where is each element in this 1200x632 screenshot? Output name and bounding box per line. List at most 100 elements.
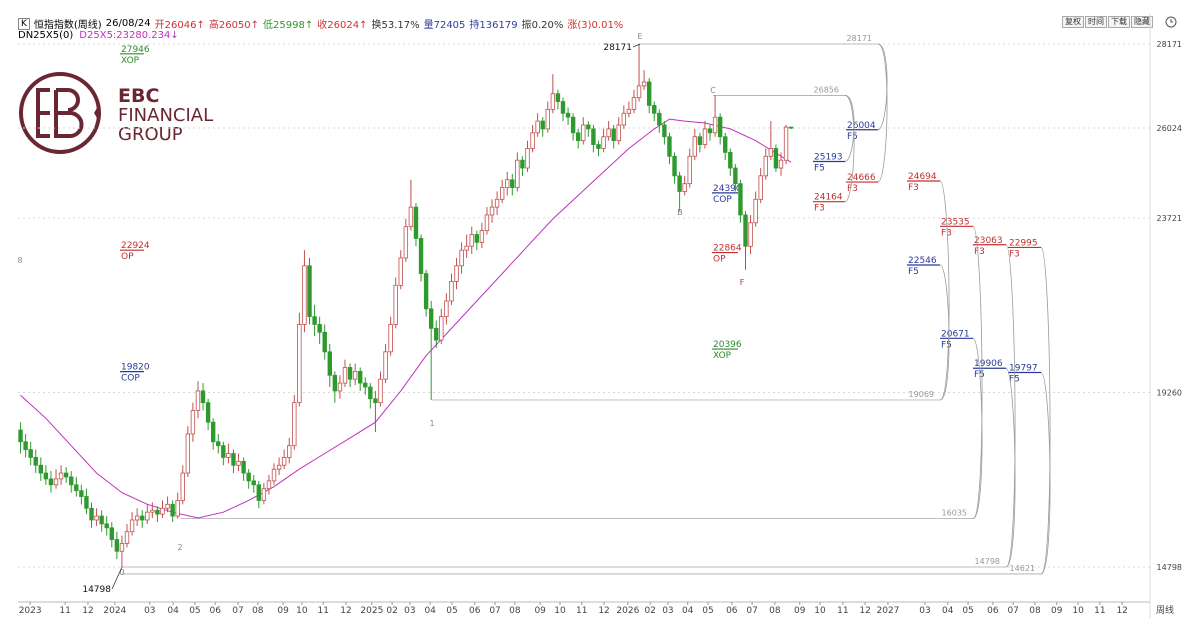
y-tick-label: 19260 [1157,388,1182,397]
x-tick-label: 07 [489,606,500,616]
candle-body [358,370,363,384]
x-tick-label: 12 [859,606,870,616]
y-tick-label: 26024 [1157,124,1182,133]
candle-body [383,351,388,380]
x-tick-label: 09 [534,606,546,616]
logo-diamond [94,108,100,118]
candle-body [221,445,226,458]
x-tick-label: 03 [404,606,415,616]
candle-body [74,484,79,492]
x-tick-label: 2026 [616,606,639,616]
candle-body [287,445,292,458]
toolbar-button[interactable]: 隐藏 [1131,16,1153,28]
candle-body [180,472,185,501]
target-value: 20396 [713,340,742,350]
x-tick-label: 06 [209,606,221,616]
target-value: 20671 [941,329,970,339]
candle-body [560,101,566,114]
x-tick-label: 07 [746,606,757,616]
clock-icon[interactable] [1165,16,1177,28]
candle-body [200,390,206,404]
candle-body [114,539,120,552]
x-tick-label: 11 [1094,606,1105,616]
candle-body [758,175,763,200]
target-value: 19820 [121,363,150,373]
x-tick-label: 2024 [103,606,126,616]
candle-body [601,136,606,149]
target-value: 24390 [713,184,742,194]
target-value: 26004 [847,121,876,131]
target-label: F3 [814,204,825,214]
x-tick-label: 10 [554,606,566,616]
candle-body [555,93,561,102]
toolbar-button[interactable]: 时间 [1085,16,1107,28]
candle-body [251,480,256,486]
candle-body [352,370,358,380]
candle-body [773,148,779,169]
toolbar-button[interactable]: 复权 [1062,16,1084,28]
target-label: F3 [847,184,858,194]
candle-body [150,509,155,513]
target-label: F3 [1009,249,1020,259]
x-tick-label: 04 [682,606,694,616]
target-value: 22546 [908,256,937,266]
x-tick-label: 03 [662,606,673,616]
symbol-box: K [18,17,30,30]
candle-body [428,308,434,329]
candle-body [763,155,768,177]
x-tick-label: 05 [446,606,457,616]
candle-body [347,367,353,380]
candle-body [702,128,708,145]
candle-body [53,478,59,486]
pivot-label: F [740,278,745,287]
x-tick-label: 12 [598,606,609,616]
extreme-label: 28171 [603,43,632,53]
logo-e [36,88,50,138]
x-tick-label: 08 [1029,606,1041,616]
target-value: 24666 [847,173,876,183]
candle-body [246,472,251,482]
pivot-label: 0 [119,568,124,577]
target-label: OP [713,255,726,265]
candle-body [124,531,130,544]
x-tick-label: 10 [296,606,308,616]
quote-item: 换53.17% [371,20,420,31]
candle-body [317,324,322,333]
level-label: 19069 [909,390,934,399]
target-label: F5 [847,132,858,142]
candle-body [662,124,667,138]
candle-body [525,148,530,169]
x-tick-label: 06 [726,606,738,616]
candle-body [550,93,556,110]
candle-body [170,503,175,517]
candle-body [28,449,33,458]
x-tick-label: 04 [424,606,436,616]
candle-body [586,124,591,130]
candle-body [69,476,74,486]
candle-body [489,206,495,216]
candle-body [322,331,327,353]
candle-body [281,457,287,466]
candle-body [236,460,241,466]
x-tick-label: 11 [317,606,328,616]
candle-body [155,509,160,515]
candle-body [499,187,505,200]
target-label: F3 [974,247,985,257]
candle-body [129,519,135,533]
candle-body [89,507,94,521]
candle-body [368,386,373,400]
logo-line1: EBC [118,85,159,107]
candle-body [373,398,378,404]
toolbar-button[interactable]: 下载 [1108,16,1130,28]
candle-body [697,136,703,145]
candle-body [94,515,99,521]
candle-body [621,112,627,126]
target-value: 24694 [908,172,937,182]
x-tick-label: 07 [232,606,243,616]
candle-body [145,511,150,521]
target-value: 25193 [814,152,843,162]
candle-body [33,457,38,466]
level-label: 26856 [814,85,839,94]
x-tick-label: 07 [1007,606,1018,616]
